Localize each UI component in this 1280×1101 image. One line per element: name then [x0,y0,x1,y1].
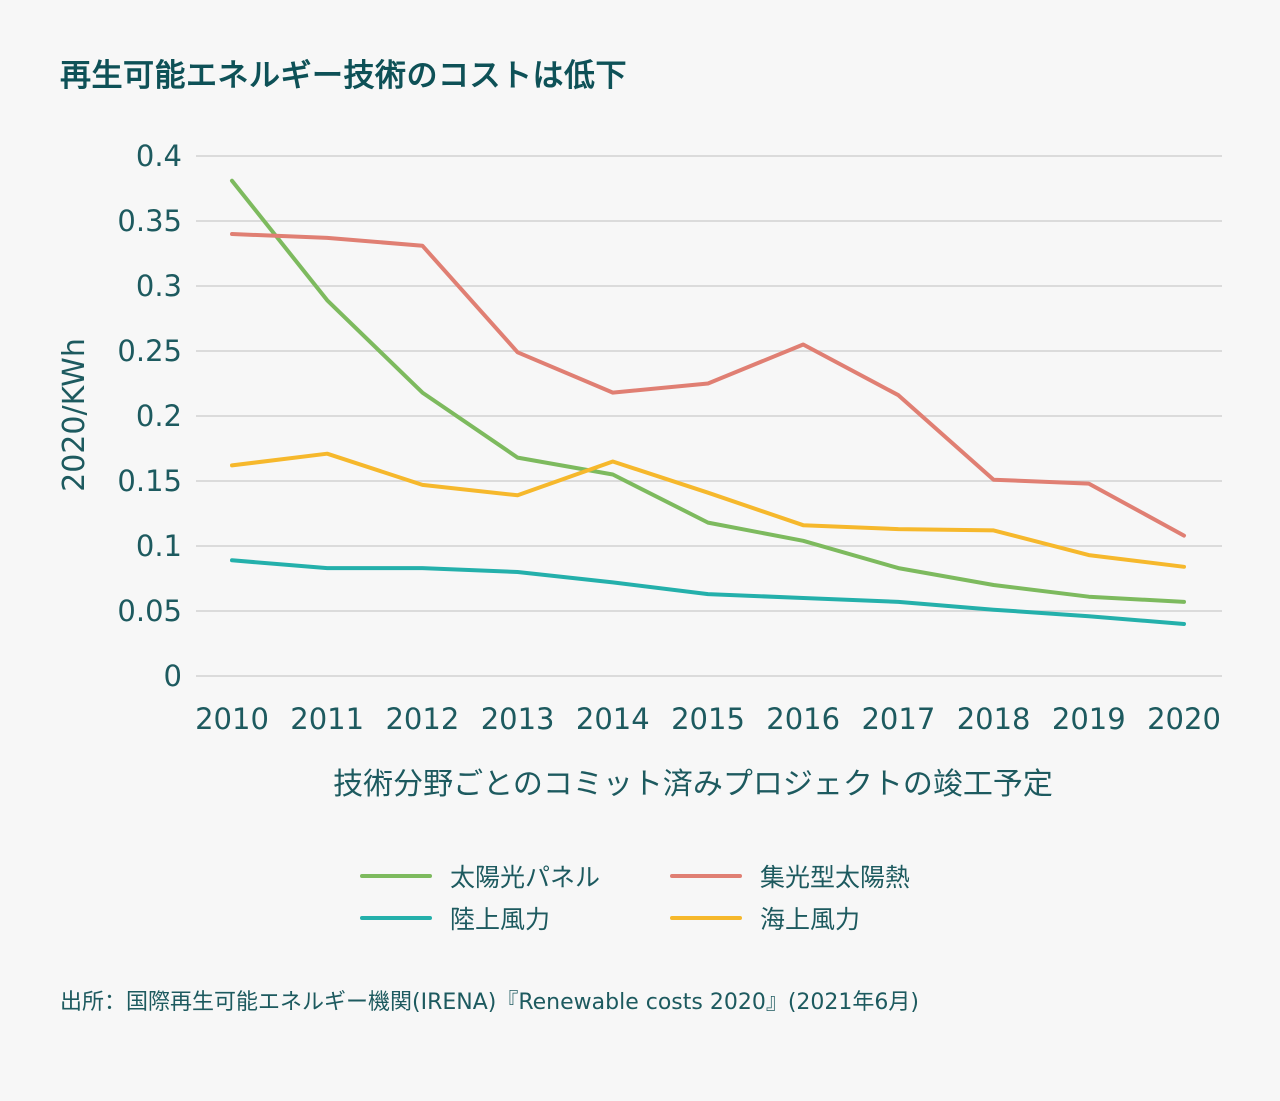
y-tick-label: 0.25 [117,334,182,368]
x-tick-label: 2010 [195,702,269,736]
legend-label: 陸上風力 [450,905,551,934]
legend-swatch [360,916,432,920]
legend-item: 陸上風力 [360,898,550,938]
legend-label: 太陽光パネル [450,863,601,892]
x-tick-label: 2018 [957,702,1031,736]
chart-title: 再生可能エネルギー技術のコストは低下 [60,58,627,94]
x-axis-title: 技術分野ごとのコミット済みプロジェクトの竣工予定 [333,767,1053,802]
legend-item: 集光型太陽熱 [670,856,910,896]
x-tick-label: 2012 [385,702,459,736]
x-tick-label: 2011 [290,702,364,736]
y-axis-title: 2020/KWh [57,338,92,492]
y-tick-label: 0.3 [136,269,182,303]
x-tick-label: 2019 [1052,702,1126,736]
series-line-0 [230,178,1186,604]
legend-label: 海上風力 [760,905,861,934]
legend: 太陽光パネル 集光型太陽熱陸上風力 海上風力 [360,856,1080,946]
y-tick-label: 0.15 [117,464,182,498]
legend-item: 海上風力 [670,898,860,938]
y-tick-label: 0 [164,659,182,693]
series-line-3 [230,451,1186,569]
series-line-2 [230,558,1186,626]
y-tick-label: 0.4 [136,139,182,173]
x-tick-label: 2017 [861,702,935,736]
x-tick-label: 2013 [481,702,555,736]
series-line-1 [230,232,1186,538]
line-chart: 00.050.10.150.20.250.30.350.4 2010 2011 20… [57,139,1222,802]
y-tick-label: 0.35 [117,204,182,238]
legend-item: 太陽光パネル [360,856,600,896]
y-tick-label: 0.1 [136,529,182,563]
legend-swatch [670,916,742,920]
x-axis-ticks: 2010 2011 2012 2013 2014 2015 2016 2017 2018 2019… [195,702,1221,736]
gridlines [196,155,1222,677]
y-axis-ticks: 0 0.05 0.1 0.15 0.2 0.25 0.3 0.35 0.4 [117,139,182,693]
legend-swatch [670,874,742,878]
x-tick-label: 2016 [766,702,840,736]
y-tick-label: 0.05 [117,594,182,628]
x-tick-label: 2015 [671,702,745,736]
x-tick-label: 2014 [576,702,650,736]
legend-swatch [360,874,432,878]
source-note: 出所：国際再生可能エネルギー機関(IRENA)『Renewable costs … [60,990,919,1015]
legend-label: 集光型太陽熱 [760,863,911,892]
series-lines [230,178,1186,626]
y-tick-label: 0.2 [136,399,182,433]
x-tick-label: 2020 [1147,702,1221,736]
